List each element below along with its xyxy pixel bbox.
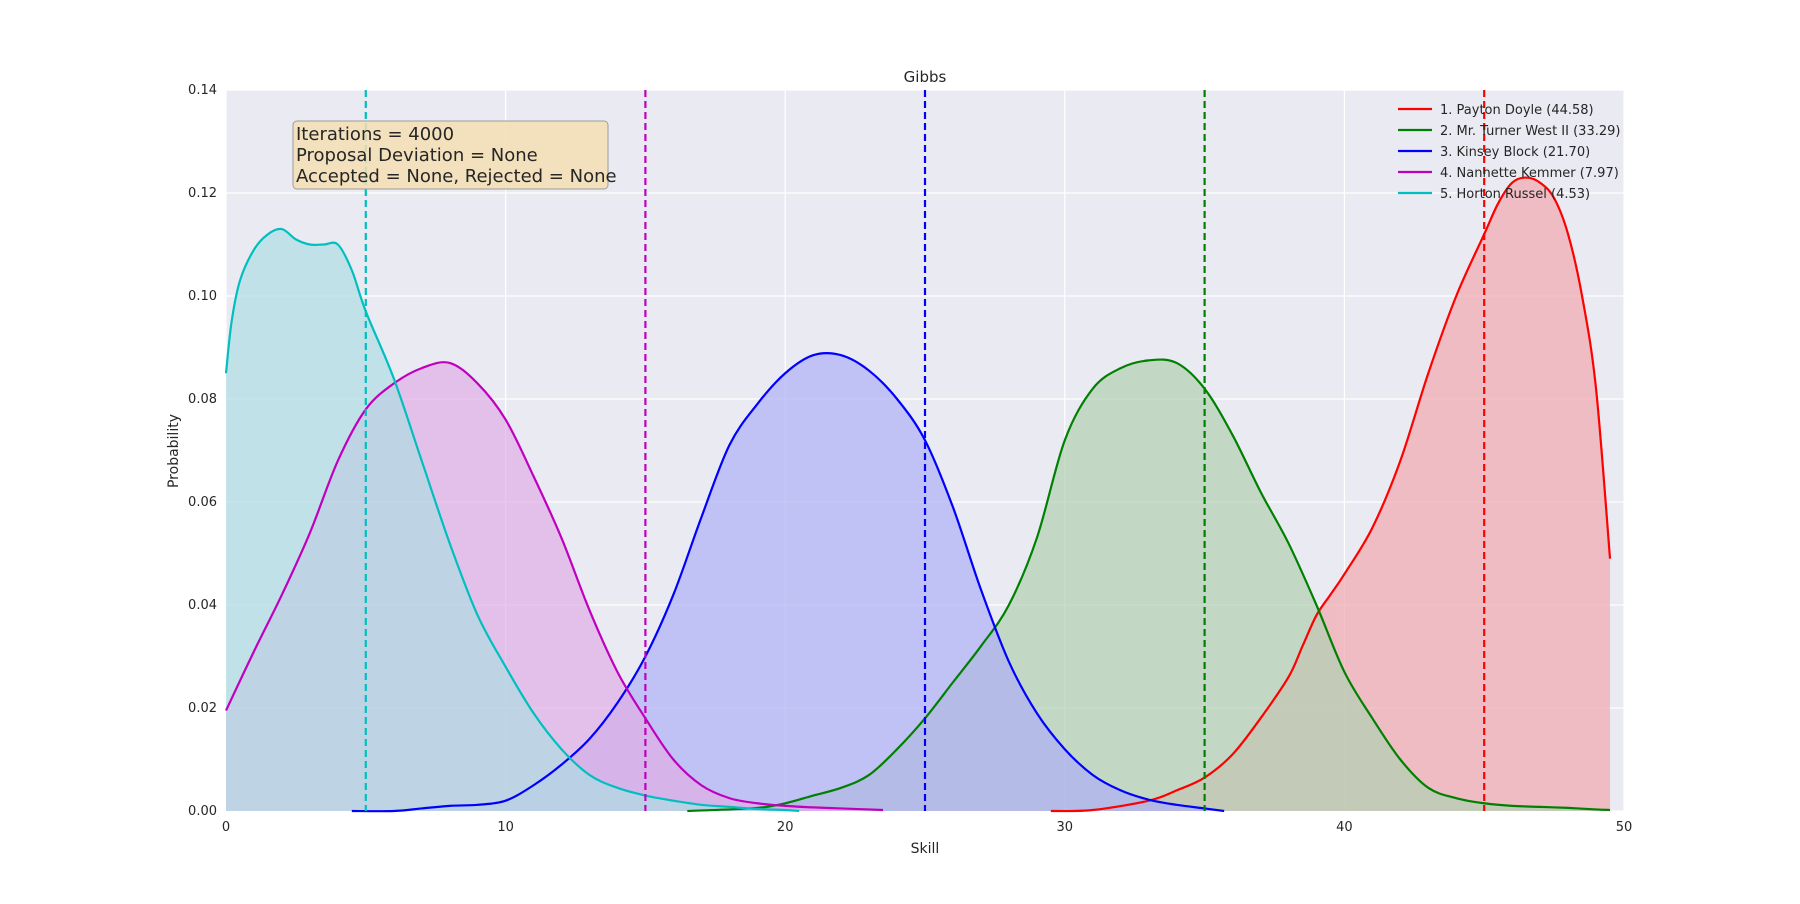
y-tick-label: 0.12 (188, 186, 217, 201)
density-line-series-1 (1050, 176, 1612, 813)
density-lines (224, 176, 1612, 813)
y-tick-label: 0.00 (188, 804, 217, 819)
density-fill-series-1 (1050, 177, 1611, 812)
x-tick-label: 20 (777, 820, 794, 835)
x-tick-label: 40 (1336, 820, 1353, 835)
legend-label-series-2: 2. Mr. Turner West II (33.29) (1440, 124, 1620, 139)
density-fill-series-3 (351, 353, 1225, 812)
annotation-accepted-rejected: Accepted = None, Rejected = None (296, 166, 617, 187)
annotation-iterations: Iterations = 4000 (296, 124, 454, 145)
y-axis-title: Probability (166, 414, 182, 488)
annotation-proposal-deviation: Proposal Deviation = None (296, 145, 538, 166)
density-line-series-4 (225, 361, 884, 812)
x-tick-label: 50 (1616, 820, 1633, 835)
y-tick-label: 0.06 (188, 495, 217, 510)
annotation-background (292, 120, 609, 190)
legend-label-series-5: 5. Horton Russel (4.53) (1440, 187, 1590, 202)
density-line-series-3 (351, 352, 1225, 813)
density-line-series-2 (687, 358, 1611, 813)
y-tick-label: 0.14 (188, 83, 217, 98)
x-axis-title: Skill (911, 841, 940, 857)
legend-label-series-4: 4. Nannette Kemmer (7.97) (1440, 166, 1619, 181)
density-fill-series-5 (226, 228, 800, 811)
y-tick-label: 0.08 (188, 392, 217, 407)
y-tick-label: 0.10 (188, 289, 217, 304)
tick-labels: 0 10 20 30 40 50 0.00 0.02 0.04 0.06 0.08 0.10 0.12 0… (188, 83, 1632, 835)
true-value-lines (364, 90, 1486, 811)
chart-title: Gibbs (904, 68, 947, 86)
x-tick-label: 30 (1057, 820, 1074, 835)
density-line-series-5 (224, 227, 800, 813)
y-tick-label: 0.04 (188, 598, 217, 613)
annotation-box: Iterations = 4000 Proposal Deviation = N… (292, 120, 617, 190)
x-tick-label: 0 (222, 820, 230, 835)
x-tick-label: 10 (497, 820, 514, 835)
density-fills (226, 177, 1611, 812)
y-tick-label: 0.02 (188, 701, 217, 716)
legend: 1. Payton Doyle (44.58) 2. Mr. Turner Wes… (1398, 103, 1620, 202)
legend-label-series-1: 1. Payton Doyle (44.58) (1440, 103, 1594, 118)
density-fill-series-2 (687, 359, 1611, 811)
legend-label-series-3: 3. Kinsey Block (21.70) (1440, 145, 1590, 160)
